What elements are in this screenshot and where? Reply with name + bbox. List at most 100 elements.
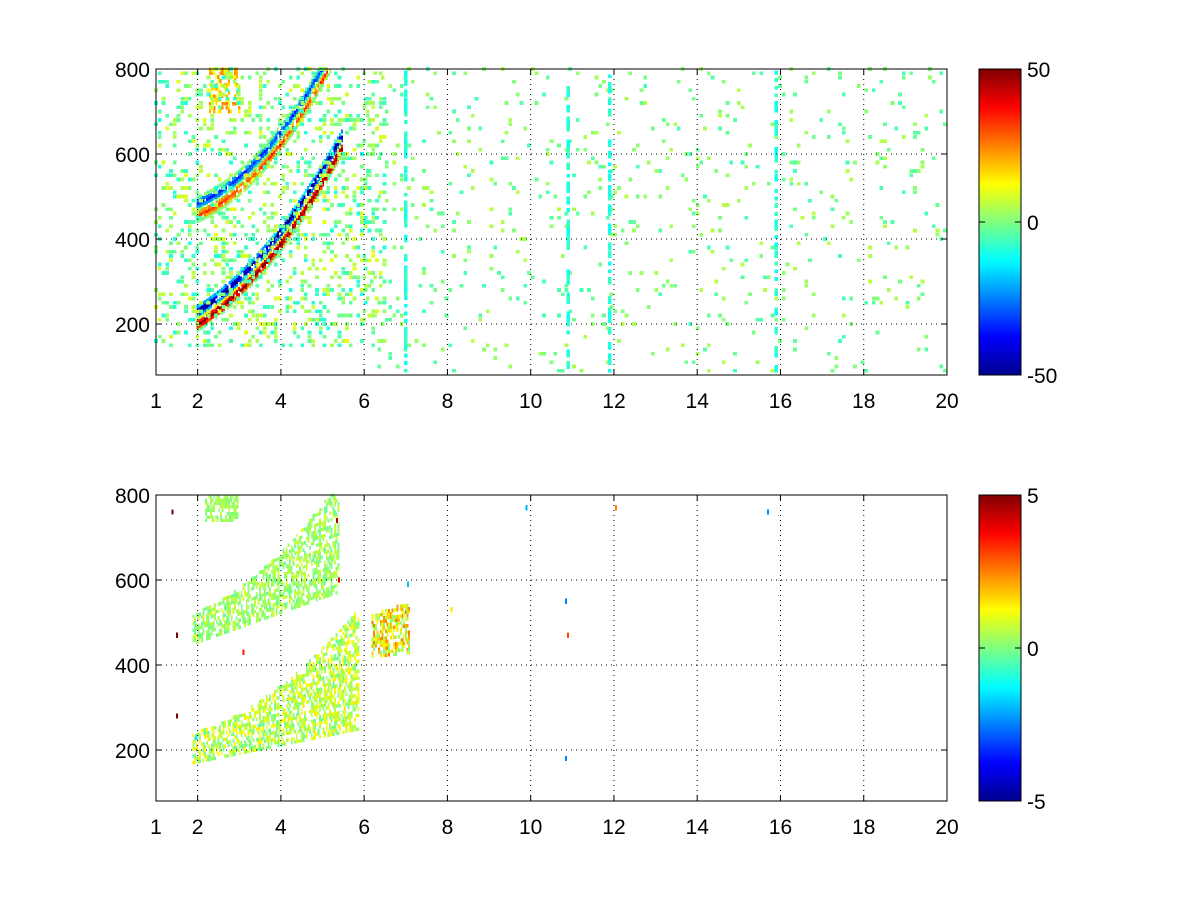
heatmap-cell (196, 328, 199, 333)
heatmap-cell (609, 194, 614, 199)
heatmap-cell (318, 77, 321, 82)
heatmap-cell (322, 343, 327, 348)
heatmap-cell (304, 581, 306, 586)
heatmap-cell (755, 164, 760, 169)
heatmap-cell (688, 88, 692, 93)
heatmap-cell (299, 566, 301, 570)
heatmap-cell (317, 573, 320, 577)
heatmap-cell (433, 360, 438, 365)
heatmap-cell (221, 317, 226, 322)
heatmap-cell (288, 222, 291, 226)
heatmap-cell (225, 94, 228, 99)
heatmap-cell (388, 317, 393, 322)
heatmap-cell (811, 292, 816, 297)
heatmap-cell (270, 245, 274, 250)
heatmap-cell (692, 224, 696, 229)
heatmap-cell (213, 207, 216, 212)
heatmap-cell (566, 242, 570, 247)
heatmap-cell (369, 279, 374, 284)
heatmap-cell (252, 170, 255, 175)
heatmap-cell (252, 728, 255, 732)
heatmap-cell (407, 186, 411, 190)
heatmap-cell (274, 326, 278, 331)
heatmap-cell (269, 136, 272, 141)
heatmap-cell (290, 710, 293, 714)
heatmap-cell (341, 190, 346, 195)
heatmap-cell (334, 190, 338, 195)
heatmap-cell (282, 565, 285, 570)
heatmap-cell (350, 677, 353, 682)
heatmap-cell (227, 753, 230, 758)
heatmap-cell (378, 190, 383, 195)
heatmap-cell (774, 345, 778, 350)
heatmap-cell (300, 232, 304, 237)
heatmap-cell (202, 330, 207, 335)
heatmap-cell (209, 310, 212, 315)
heatmap-cell (294, 208, 297, 213)
heatmap-cell (534, 177, 539, 182)
heatmap-cell (277, 736, 280, 741)
heatmap-cell (209, 109, 212, 114)
heatmap-cell (272, 565, 275, 570)
heatmap-cell (404, 330, 408, 335)
heatmap-cell (294, 730, 296, 734)
heatmap-cell (312, 183, 315, 187)
heatmap-cell (247, 166, 250, 171)
heatmap-cell (300, 732, 303, 736)
heatmap-cell (324, 713, 326, 718)
heatmap-cell (157, 215, 162, 220)
heatmap-cell (309, 556, 311, 560)
heatmap-cell (244, 330, 248, 335)
heatmap-cell (287, 587, 290, 592)
heatmap-cell (325, 713, 328, 717)
heatmap-cell (317, 543, 320, 547)
heatmap-cell (759, 71, 764, 76)
heatmap-cell (259, 740, 261, 744)
heatmap-cell (234, 284, 237, 289)
heatmap-cell (290, 690, 293, 694)
heatmap-cell (337, 139, 342, 144)
heatmap-cell (207, 208, 210, 212)
heatmap-cell (228, 295, 231, 300)
heatmap-cell (299, 684, 301, 689)
heatmap-cell (334, 718, 336, 722)
heatmap-cell (270, 738, 273, 742)
heatmap-cell (699, 113, 704, 118)
heatmap-cell (195, 623, 198, 628)
heatmap-cell (247, 283, 250, 288)
heatmap-cell (325, 70, 328, 75)
heatmap-cell (219, 71, 222, 76)
heatmap-cell (251, 334, 256, 339)
heatmap-cell (266, 160, 271, 165)
heatmap-cell (202, 324, 205, 329)
heatmap-cell (272, 569, 275, 573)
heatmap-cell (172, 330, 177, 335)
heatmap-cell (305, 700, 308, 704)
heatmap-cell (538, 351, 543, 356)
heatmap-cell (285, 305, 289, 309)
heatmap-cell (274, 181, 278, 186)
heatmap-cell (294, 223, 297, 228)
heatmap-cell (271, 152, 274, 157)
heatmap-cell (294, 592, 296, 596)
heatmap-cell (883, 156, 887, 161)
heatmap-cell (206, 126, 211, 131)
heatmap-cell (340, 696, 343, 701)
heatmap-cell (315, 288, 319, 292)
heatmap-cell (309, 710, 311, 714)
heatmap-cell (288, 231, 291, 235)
heatmap-cell (260, 604, 263, 608)
heatmap-cell (303, 209, 306, 214)
heatmap-cell (285, 237, 289, 241)
heatmap-cell (202, 204, 205, 209)
heatmap-cell (332, 667, 335, 672)
heatmap-cell (289, 198, 293, 203)
heatmap-cell (219, 745, 222, 749)
heatmap-cell (315, 674, 318, 679)
heatmap-cell (367, 198, 372, 203)
heatmap-cell (200, 728, 203, 733)
heatmap-cell (371, 330, 376, 335)
heatmap-cell (235, 179, 238, 184)
heatmap-cell (195, 228, 199, 233)
heatmap-cell (249, 284, 252, 289)
